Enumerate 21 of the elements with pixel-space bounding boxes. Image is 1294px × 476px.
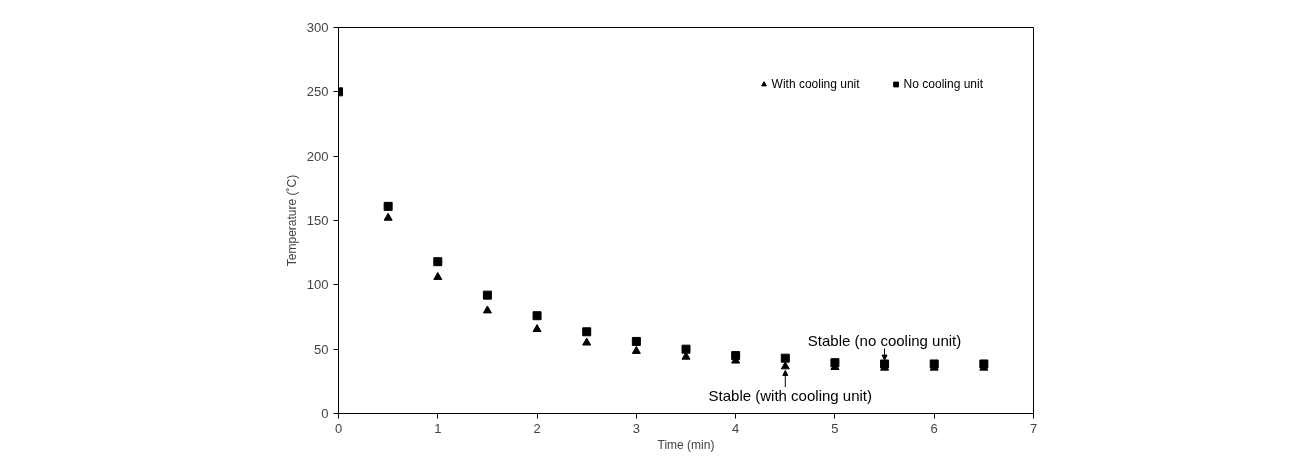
legend-label: No cooling unit <box>903 77 983 91</box>
y-tick-label: 50 <box>314 341 329 357</box>
y-tick-label: 200 <box>306 148 329 164</box>
x-tick-label: 2 <box>533 420 541 436</box>
x-tick-label: 1 <box>434 420 442 436</box>
y-tick-label: 150 <box>306 213 329 228</box>
annotation: Stable (with cooling unit) <box>708 387 872 405</box>
x-tick-label: 5 <box>831 420 839 436</box>
x-axis-title: Time (min) <box>657 437 715 452</box>
y-tick-label: 250 <box>306 84 329 100</box>
y-tick-label: 100 <box>306 277 329 293</box>
y-tick-label: 0 <box>321 406 329 421</box>
legend-label: With cooling unit <box>771 77 860 91</box>
x-tick-label: 4 <box>732 420 740 436</box>
x-tick-label: 0 <box>334 420 343 436</box>
x-tick-label: 3 <box>632 420 640 436</box>
y-axis-title: Temperature (˚C) <box>284 174 299 267</box>
x-tick-label: 7 <box>1029 420 1038 436</box>
annotation: Stable (no cooling unit) <box>807 331 962 349</box>
y-tick-label: 300 <box>306 20 329 35</box>
x-tick-label: 6 <box>930 420 938 436</box>
